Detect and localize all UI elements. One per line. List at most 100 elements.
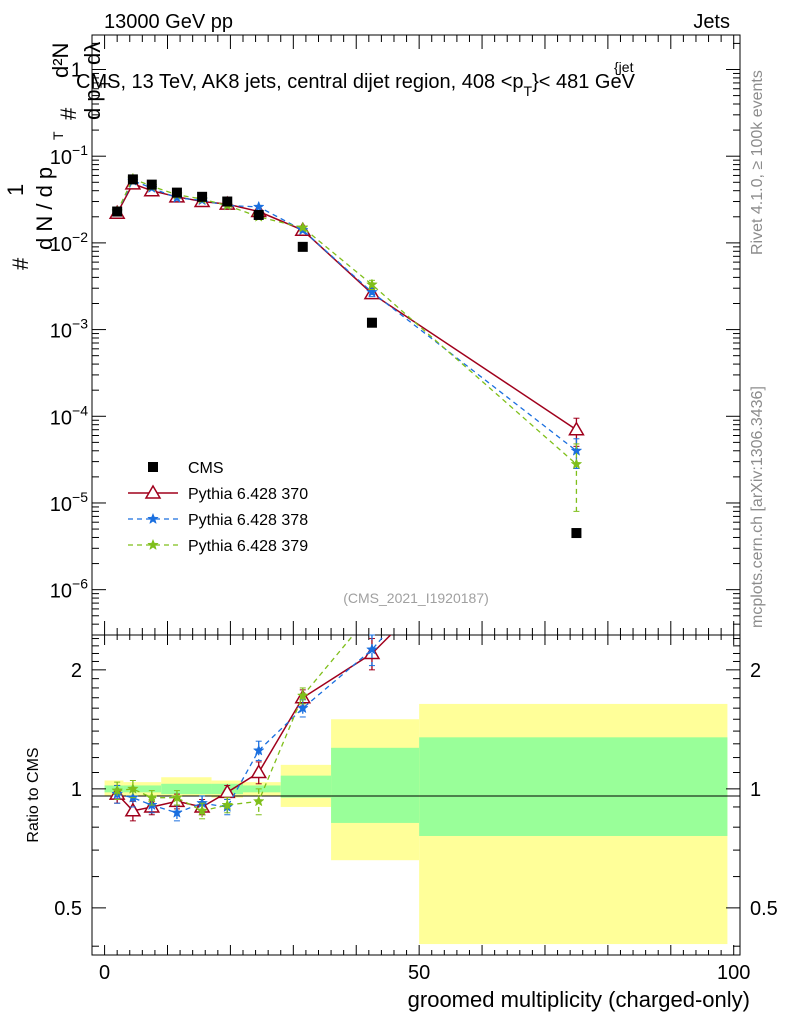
x-axis-ticks: 0 50 100 — [99, 35, 750, 984]
ratio-uncertainty-bands — [104, 703, 728, 945]
main-line-pythia-6.428-370 — [116, 182, 577, 431]
ratio-point-triangle — [124, 802, 142, 817]
legend-marker-1 — [144, 484, 162, 499]
main-point-star — [366, 285, 378, 298]
main-point-star — [366, 278, 378, 290]
tick-base: 10 — [50, 147, 72, 169]
main-series-layer — [108, 172, 585, 539]
title-superscript: {jet — [614, 59, 634, 75]
ratio-point-star — [221, 798, 234, 811]
ratio-ytick-label-left-2: 2 — [71, 660, 82, 682]
main-ytick-label-1: 10−5 — [50, 489, 88, 516]
ratio-y-axis-label: Ratio to CMS — [25, 747, 42, 842]
ratio-ytick-label-right-0: 0.5 — [750, 898, 778, 920]
cms-data-point-8 — [366, 317, 377, 328]
band-green-4 — [242, 785, 281, 793]
legend-label-0: CMS — [188, 460, 224, 477]
ratio-ytick-label-left-0: 0.5 — [54, 898, 82, 920]
ratio-axis-ticks: 0.5 0.5 1 1 2 2 — [54, 638, 778, 947]
band-green-7 — [419, 737, 728, 836]
legend-marker-0 — [148, 462, 158, 472]
cms-data-point-3 — [171, 187, 182, 198]
legend: CMS Pythia 6.428 370 Pythia 6.428 378 Pythi… — [128, 460, 308, 555]
title-end: }< 481 GeV — [532, 71, 636, 93]
cms-data-point-7 — [297, 241, 308, 252]
legend-marker-2 — [147, 512, 159, 525]
ratio-point-star — [171, 806, 183, 818]
main-ytick-label-3: 10−3 — [50, 316, 88, 343]
ratio-line-pythia-6.428-378 — [117, 635, 386, 814]
legend-marker-3 — [147, 538, 159, 551]
title-sub: T — [524, 83, 533, 99]
ylabel-d2n: d²N — [48, 43, 73, 78]
tick-base: 10 — [50, 494, 72, 516]
tick-exp: −1 — [72, 142, 88, 158]
main-point-triangle — [568, 421, 585, 436]
ratio-point-star — [252, 795, 265, 807]
band-green-5 — [280, 775, 332, 798]
main-y-axis-label: # 1 d N / d p T # d²N d p T dλ — [3, 42, 113, 270]
main-point-star — [252, 200, 265, 212]
header-process-label: Jets — [693, 11, 730, 33]
ratio-point-star — [111, 784, 124, 796]
ratio-point-star — [252, 744, 265, 756]
analysis-tag: (CMS_2021_I1920187) — [343, 590, 489, 606]
main-line-pythia-6.428-378 — [116, 179, 577, 452]
ylabel-hash-2: # — [56, 107, 81, 120]
tick-exp: −6 — [72, 576, 88, 592]
ylabel-dp: d p — [80, 89, 105, 120]
tick-exp: −3 — [72, 316, 88, 332]
band-green-6 — [331, 747, 420, 823]
ratio-point-star — [126, 782, 139, 794]
ratio-series-layer — [108, 634, 392, 822]
ratio-point-star — [296, 701, 309, 714]
legend-label-1: Pythia 6.428 370 — [188, 486, 308, 503]
chart-title: CMS, 13 TeV, AK8 jets, central dijet reg… — [76, 71, 636, 99]
ratio-ytick-label-right-1: 1 — [750, 779, 761, 801]
xtick-label-0: 0 — [99, 962, 110, 984]
ratio-ytick-label-right-2: 2 — [750, 660, 761, 682]
main-ytick-label-4: 10−2 — [50, 229, 88, 256]
ylabel-hash-1: # — [8, 257, 33, 270]
tick-base: 10 — [50, 234, 72, 256]
ratio-point-triangle — [250, 764, 268, 779]
cms-data-point-1 — [127, 174, 138, 185]
ratio-point-star — [145, 791, 158, 803]
ratio-line-pythia-6.428-370 — [116, 635, 392, 812]
main-ytick-label-6: 1 — [71, 59, 82, 81]
cms-data-point-6 — [253, 209, 264, 220]
tick-exp: −2 — [72, 229, 88, 245]
x-axis-label: groomed multiplicity (charged-only) — [408, 987, 750, 1012]
tick-base: 10 — [50, 407, 72, 429]
main-line-pythia-6.428-379 — [116, 177, 577, 465]
main-ytick-label-5: 10−1 — [50, 142, 88, 169]
ratio-point-star — [171, 791, 183, 803]
ratio-panel-frame — [91, 634, 741, 956]
cms-data-point-5 — [222, 196, 233, 207]
band-green-2 — [161, 783, 212, 795]
ratio-point-star — [196, 804, 209, 816]
ylabel-t-1: T — [50, 131, 66, 140]
main-point-star — [296, 221, 309, 233]
cms-data-point-0 — [112, 206, 123, 217]
legend-label-2: Pythia 6.428 378 — [188, 512, 308, 529]
tick-base: 10 — [50, 321, 72, 343]
ratio-point-star — [126, 791, 139, 803]
ylabel-dlambda: dλ — [80, 42, 105, 65]
band-green-1 — [123, 785, 162, 793]
ylabel-dn: d N / d p — [32, 167, 57, 250]
tick-exp: −5 — [72, 489, 88, 505]
ratio-point-star — [296, 689, 309, 701]
tick-base: 10 — [50, 581, 72, 603]
legend-label-3: Pythia 6.428 379 — [188, 538, 308, 555]
mcplots-label: mcplots.cern.ch [arXiv:1306.3436] — [749, 386, 766, 628]
main-ytick-label-0: 10−6 — [50, 576, 88, 603]
header-beam-label: 13000 GeV pp — [104, 11, 233, 33]
ylabel-one: 1 — [3, 184, 28, 196]
tick-exp: −4 — [72, 402, 88, 418]
main-point-star — [570, 457, 583, 470]
title-main: CMS, 13 TeV, AK8 jets, central dijet reg… — [76, 71, 524, 93]
main-ytick-label-2: 10−4 — [50, 402, 88, 429]
ratio-ytick-label-left-1: 1 — [71, 779, 82, 801]
